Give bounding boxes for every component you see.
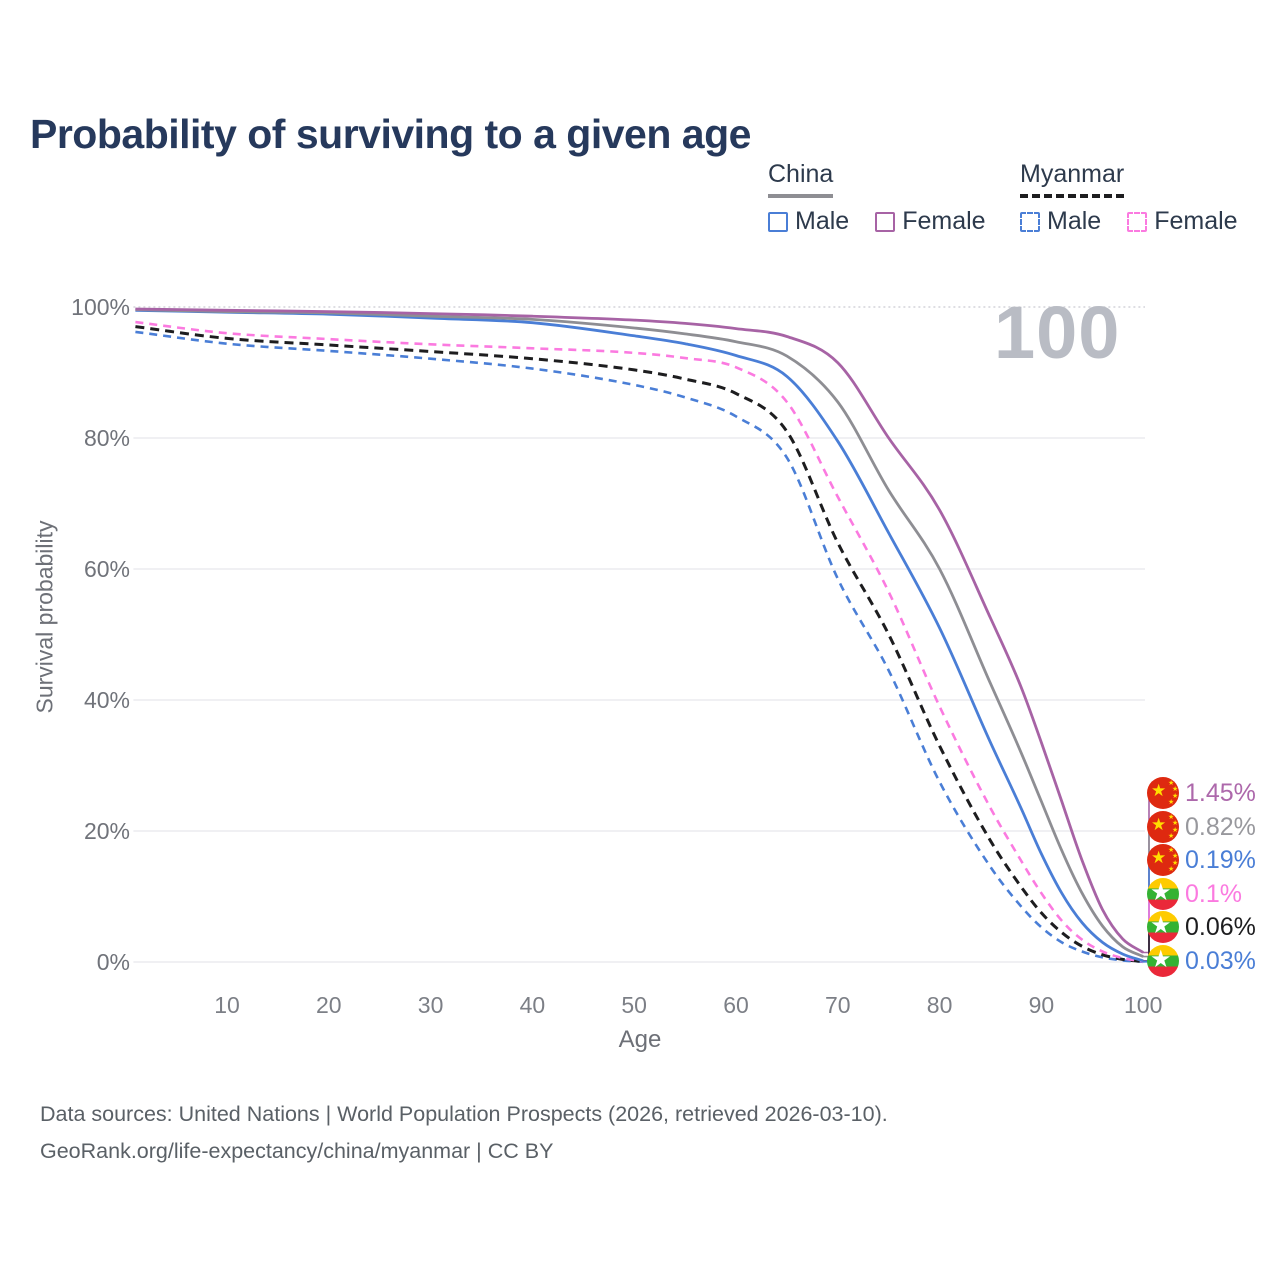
y-tick-label: 0% (96, 949, 130, 975)
attribution-line: GeoRank.org/life-expectancy/china/myanma… (40, 1139, 554, 1163)
legend-label-myanmar-male: Male (1047, 207, 1102, 235)
age-watermark: 100 (994, 291, 1121, 374)
legend-item-myanmar-male[interactable]: Male (1020, 207, 1101, 236)
curve-myanmar-total (135, 325, 1144, 964)
myanmar-female-swatch-icon (1127, 211, 1148, 232)
data-sources-line: Data sources: United Nations | World Pop… (40, 1102, 888, 1126)
y-tick-label: 40% (83, 687, 130, 713)
x-tick-label: 50 (621, 992, 647, 1018)
legend-label-china-male: Male (795, 207, 850, 235)
footer: Data sources: United Nations | World Pop… (40, 1096, 888, 1170)
x-tick-label: 80 (926, 992, 953, 1018)
legend-label-china-female: Female (902, 207, 986, 235)
y-tick-label: 100% (71, 294, 130, 320)
x-tick-label: 100 (1124, 992, 1163, 1018)
y-axis-title: Survival probability (31, 520, 58, 714)
x-tick-label: 60 (723, 992, 749, 1018)
legend-item-china-female[interactable]: Female (875, 207, 986, 236)
x-tick-label: 90 (1028, 992, 1055, 1018)
curve-china-male (135, 308, 1144, 963)
y-tick-label: 80% (83, 425, 130, 451)
china-female-swatch-icon (875, 211, 896, 232)
page-title: Probability of surviving to a given age (30, 111, 751, 158)
y-tick-label: 20% (83, 818, 130, 844)
curve-myanmar-female (135, 320, 1144, 963)
legend-item-china-male[interactable]: Male (768, 207, 849, 236)
legend-label-myanmar-female: Female (1154, 207, 1238, 235)
end-value-label: 0.1% (1185, 879, 1242, 908)
y-tick-label: 60% (83, 556, 130, 582)
myanmar-flag-icon: ★ (1147, 944, 1179, 977)
end-value-label: 0.19% (1185, 846, 1256, 874)
x-tick-label: 10 (214, 992, 240, 1018)
end-value-label: 0.03% (1185, 946, 1256, 975)
china-flag-icon: ★ ★ ★ ★ ★ (1147, 844, 1179, 876)
curve-myanmar-male (135, 330, 1144, 964)
end-value-label: 0.82% (1185, 812, 1256, 841)
x-tick-label: 30 (417, 992, 444, 1018)
myanmar-male-swatch-icon (1020, 211, 1040, 232)
x-tick-label: 40 (519, 992, 546, 1018)
curve-china-total (135, 308, 1144, 958)
legend-item-myanmar-female[interactable]: Female (1127, 207, 1238, 236)
end-value-label: 1.45% (1185, 779, 1256, 807)
curve-china-female (135, 307, 1144, 954)
china-flag-icon: ★ ★ ★ ★ ★ (1147, 810, 1179, 843)
x-axis-title: Age (618, 1026, 662, 1053)
myanmar-flag-icon: ★ (1147, 877, 1179, 910)
legend-group-myanmar: Myanmar Male Female (1020, 160, 1238, 236)
x-tick-label: 20 (316, 992, 342, 1018)
china-flag-icon: ★ ★ ★ ★ ★ (1147, 777, 1179, 809)
end-value-label: 0.06% (1185, 913, 1256, 941)
legend-group-china: China Male Female (768, 160, 986, 236)
x-tick-label: 70 (825, 992, 851, 1018)
myanmar-flag-icon: ★ (1147, 911, 1179, 943)
legend-china-title: China (768, 160, 834, 198)
china-male-swatch-icon (768, 211, 788, 232)
legend-myanmar-title: Myanmar (1020, 160, 1125, 198)
